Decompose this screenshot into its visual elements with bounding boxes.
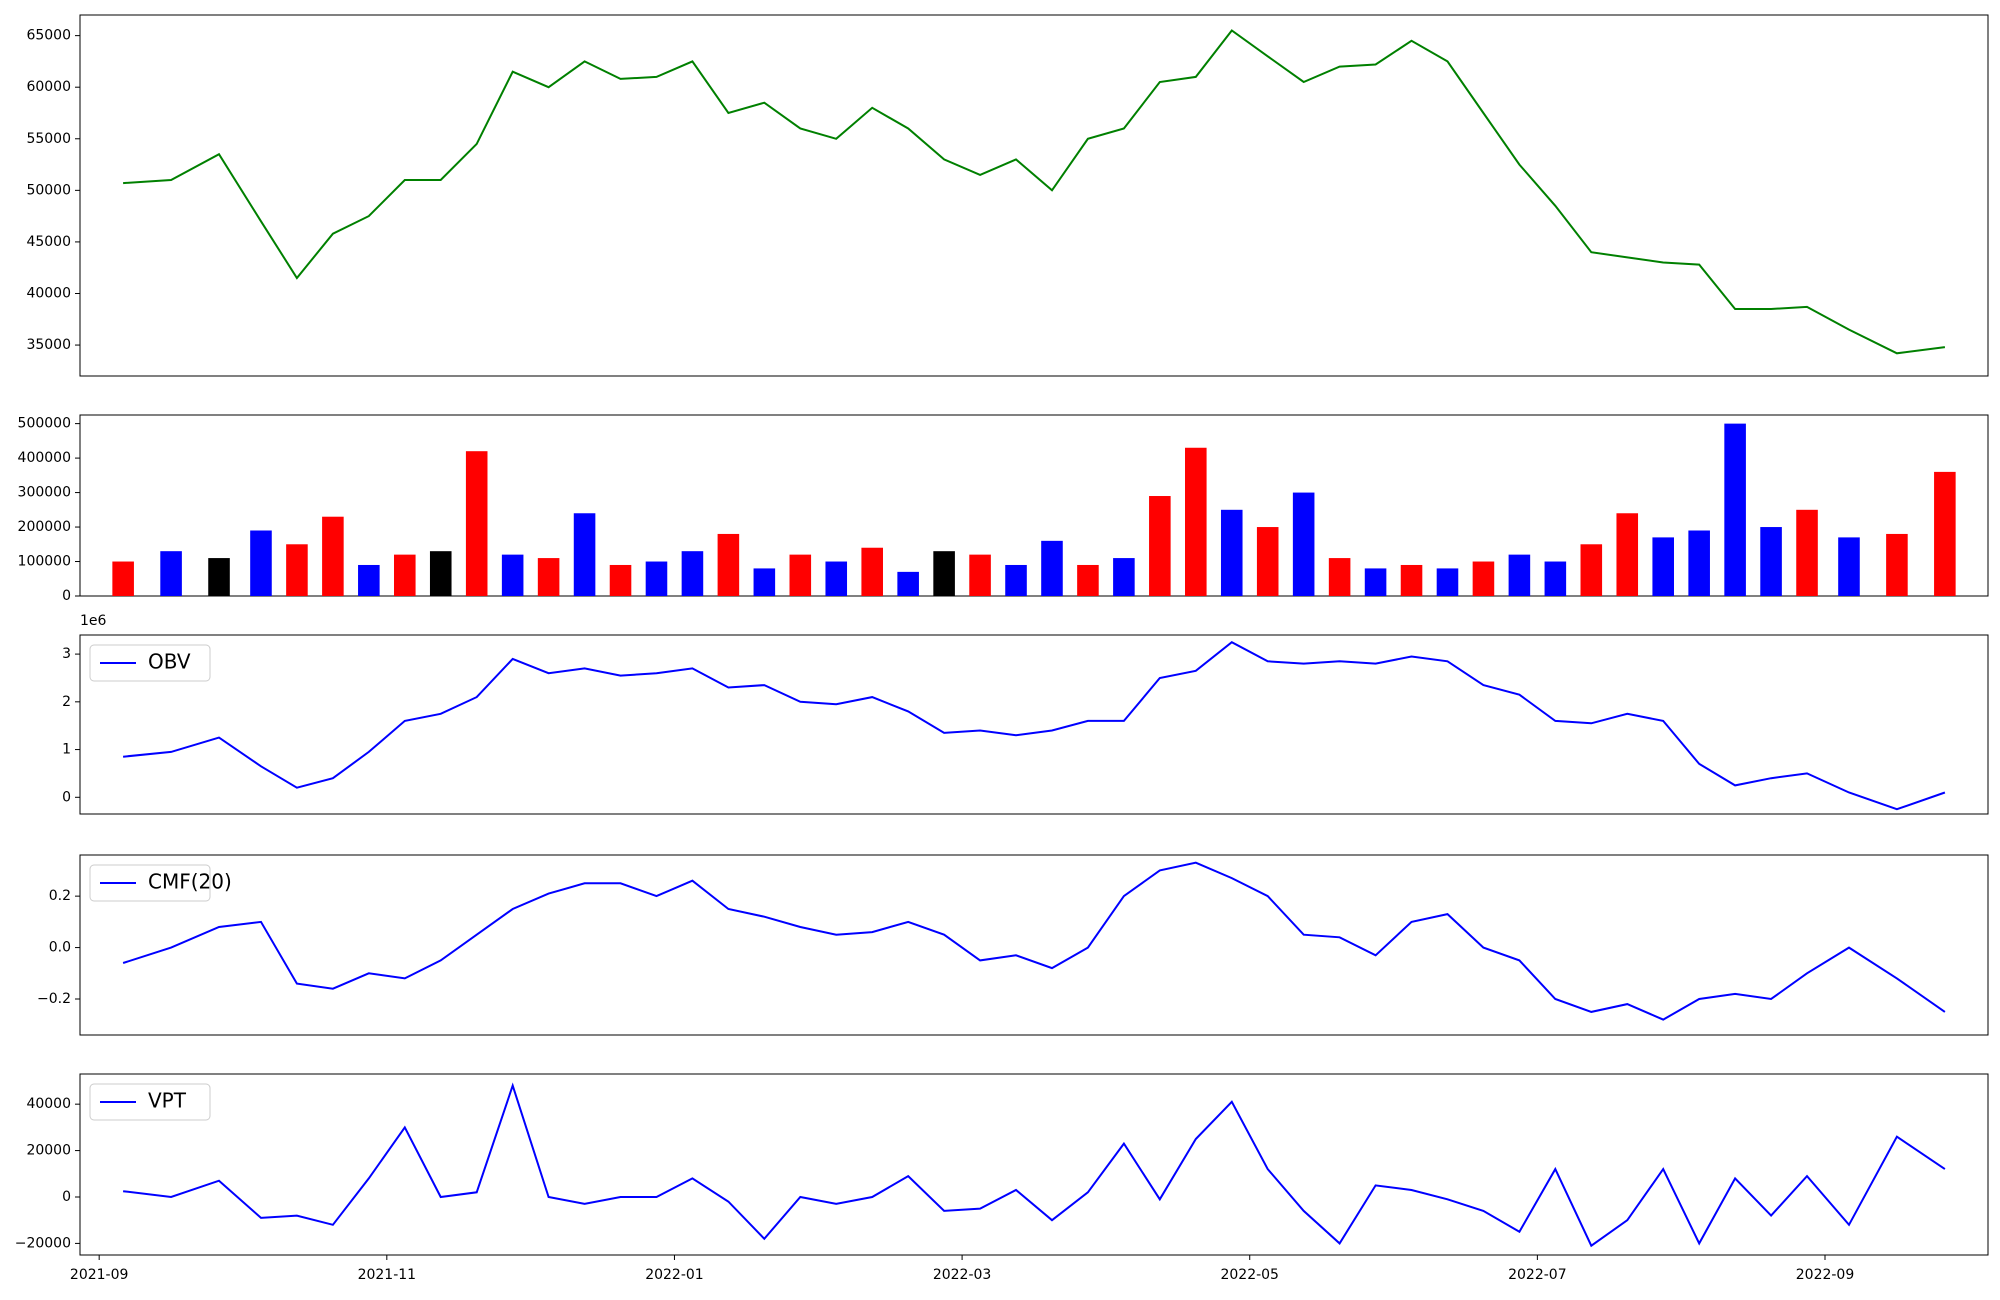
y-tick-label: 500000 bbox=[18, 416, 71, 432]
bar bbox=[1472, 561, 1495, 596]
bar bbox=[1838, 537, 1860, 596]
bar bbox=[1934, 471, 1956, 596]
y-tick-label: 300000 bbox=[18, 485, 71, 501]
bar bbox=[1149, 496, 1171, 596]
legend-box bbox=[89, 644, 211, 682]
bar bbox=[1886, 533, 1908, 596]
bar bbox=[1724, 423, 1746, 596]
bar bbox=[789, 554, 812, 596]
y-tick-label: 0.2 bbox=[49, 888, 71, 904]
bar bbox=[1328, 558, 1351, 596]
bar bbox=[1652, 537, 1674, 596]
x-tick-label: 2022-07 bbox=[1508, 1267, 1567, 1283]
data-line bbox=[122, 1082, 1946, 1248]
bar bbox=[1796, 509, 1818, 596]
x-tick-label: 2022-01 bbox=[645, 1267, 704, 1283]
plot-frame bbox=[79, 854, 1989, 1036]
y-tick-label: 0 bbox=[62, 1189, 71, 1205]
y-tick-label: 55000 bbox=[26, 131, 71, 147]
bar bbox=[1077, 564, 1099, 596]
bar bbox=[322, 516, 344, 596]
data-line bbox=[123, 641, 1946, 811]
bar bbox=[465, 451, 488, 596]
bar bbox=[1616, 513, 1639, 596]
y-tick-label: 2 bbox=[62, 694, 71, 710]
axis-offset-label: 1e6 bbox=[80, 613, 107, 629]
bar bbox=[933, 551, 955, 596]
bar bbox=[1185, 447, 1207, 596]
legend-label: VPT bbox=[148, 1089, 187, 1113]
bar bbox=[208, 558, 230, 596]
legend-label: CMF(20) bbox=[148, 870, 232, 894]
bar bbox=[1220, 509, 1243, 596]
bar bbox=[825, 561, 848, 596]
bar bbox=[681, 551, 704, 596]
bar bbox=[1544, 561, 1567, 596]
y-tick-label: 60000 bbox=[26, 79, 71, 95]
data-line bbox=[122, 861, 1946, 1021]
bar bbox=[250, 530, 272, 596]
bar bbox=[645, 561, 668, 596]
y-tick-label: 20000 bbox=[26, 1143, 71, 1159]
bar bbox=[969, 554, 991, 596]
y-tick-label: 65000 bbox=[26, 28, 71, 44]
legend-box bbox=[89, 1083, 211, 1121]
bar bbox=[112, 561, 134, 596]
bar bbox=[753, 568, 776, 596]
legend-label: OBV bbox=[148, 650, 191, 674]
y-tick-label: 35000 bbox=[26, 337, 71, 353]
y-tick-label: 45000 bbox=[26, 234, 71, 250]
y-tick-label: 40000 bbox=[26, 1096, 71, 1112]
x-tick-label: 2021-11 bbox=[358, 1267, 417, 1283]
y-tick-label: 100000 bbox=[18, 554, 71, 570]
y-tick-label: −0.2 bbox=[37, 991, 71, 1007]
y-tick-label: 400000 bbox=[18, 450, 71, 466]
bar bbox=[160, 551, 182, 596]
y-tick-label: 1 bbox=[62, 742, 71, 758]
bar bbox=[1256, 527, 1279, 596]
bar bbox=[1508, 554, 1531, 596]
y-tick-label: 0 bbox=[62, 789, 71, 805]
y-tick-label: 200000 bbox=[18, 519, 71, 535]
bar bbox=[537, 558, 560, 596]
bar bbox=[394, 554, 416, 596]
x-tick-label: 2022-09 bbox=[1796, 1267, 1855, 1283]
x-tick-label: 2022-03 bbox=[933, 1267, 992, 1283]
bar bbox=[1760, 527, 1782, 596]
bar bbox=[1041, 540, 1063, 596]
plot-frame bbox=[79, 414, 1989, 597]
y-tick-label: 0.0 bbox=[49, 940, 71, 956]
bar bbox=[501, 554, 524, 596]
x-tick-label: 2022-05 bbox=[1220, 1267, 1279, 1283]
bar bbox=[286, 544, 308, 596]
plot-frame bbox=[79, 634, 1989, 815]
x-tick-label: 2021-09 bbox=[70, 1267, 129, 1283]
bar bbox=[573, 513, 596, 596]
y-tick-label: 0 bbox=[62, 588, 71, 604]
plot-frame bbox=[79, 14, 1989, 377]
data-line bbox=[123, 29, 1946, 355]
bar bbox=[1400, 564, 1423, 596]
y-tick-label: −20000 bbox=[15, 1235, 71, 1251]
bar bbox=[1436, 568, 1459, 596]
bar bbox=[1364, 568, 1387, 596]
bar bbox=[609, 564, 632, 596]
bar bbox=[1113, 558, 1135, 596]
plot-frame bbox=[79, 1073, 1989, 1256]
bar bbox=[861, 547, 883, 596]
bar bbox=[717, 533, 740, 596]
y-tick-label: 50000 bbox=[26, 182, 71, 198]
legend-box bbox=[89, 864, 211, 902]
bar bbox=[358, 564, 380, 596]
bar bbox=[897, 571, 919, 596]
bar bbox=[1688, 530, 1710, 596]
y-tick-label: 3 bbox=[62, 646, 71, 662]
y-tick-label: 40000 bbox=[26, 285, 71, 301]
bar bbox=[1292, 492, 1315, 596]
bar bbox=[1580, 544, 1603, 596]
bar bbox=[1005, 564, 1027, 596]
bar bbox=[429, 551, 452, 596]
